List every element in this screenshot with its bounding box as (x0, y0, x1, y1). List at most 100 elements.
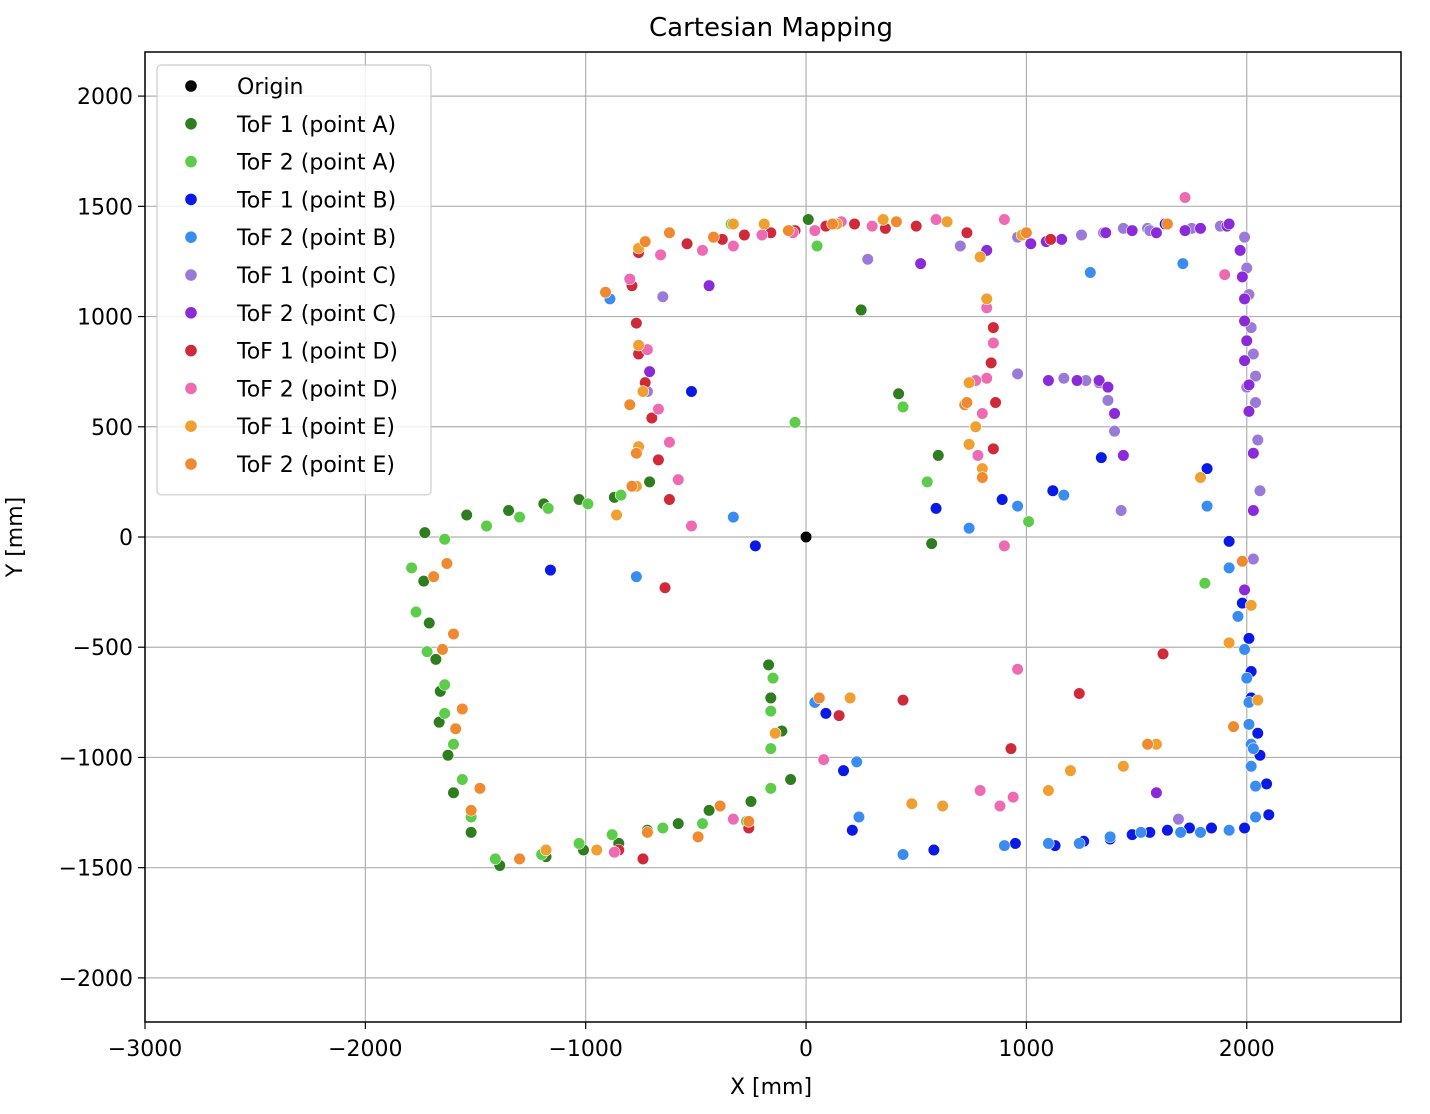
data-point (429, 653, 442, 666)
data-point (969, 420, 982, 433)
data-point (1161, 217, 1174, 231)
data-point (1075, 228, 1088, 242)
data-point (1004, 742, 1018, 755)
data-point (1042, 837, 1055, 850)
data-point (852, 810, 866, 824)
data-point (1099, 226, 1112, 239)
data-point (1007, 791, 1020, 804)
series-1 (417, 213, 945, 872)
data-point (974, 250, 987, 264)
data-point (877, 213, 890, 226)
data-point (438, 678, 451, 691)
data-point (940, 215, 954, 228)
data-point (513, 852, 526, 865)
data-point (440, 557, 453, 570)
data-point (639, 235, 652, 248)
data-point (685, 385, 698, 398)
data-point (1134, 826, 1148, 839)
data-point (656, 821, 669, 835)
data-point (630, 447, 643, 460)
x-tick-label: 2000 (1219, 1037, 1275, 1062)
y-tick-label: 0 (119, 526, 133, 551)
data-point (489, 852, 502, 865)
data-point (1115, 504, 1128, 517)
data-point (744, 795, 758, 808)
axis-ticks: −3000 −2000 −1000 0 1000 2000 −2000 −1500 −1000 −… (59, 85, 1275, 1062)
x-tick-label: 0 (799, 1037, 813, 1062)
data-point (976, 407, 989, 420)
data-point (848, 217, 861, 231)
data-point (1101, 380, 1115, 394)
data-point (465, 826, 478, 839)
data-point (764, 691, 777, 705)
data-point (1084, 266, 1097, 279)
data-point (1247, 447, 1260, 460)
data-point (1249, 396, 1262, 409)
series-0 (799, 530, 813, 544)
data-point (1073, 837, 1086, 850)
data-point (680, 237, 694, 250)
data-point (542, 502, 555, 515)
data-point (702, 804, 716, 817)
data-point (663, 226, 676, 239)
data-point (1055, 233, 1068, 246)
data-point (932, 449, 945, 462)
data-point (1234, 244, 1247, 257)
data-point (696, 817, 709, 830)
data-point (1194, 471, 1207, 484)
data-point (896, 848, 910, 861)
x-tick-label: −2000 (328, 1037, 402, 1062)
data-point (663, 493, 676, 506)
data-point (1247, 504, 1260, 517)
data-point (513, 511, 526, 524)
data-point (980, 292, 993, 306)
data-point (758, 217, 771, 231)
data-point (1240, 671, 1253, 685)
data-point (960, 396, 974, 409)
legend-marker (185, 420, 197, 433)
data-point (896, 694, 910, 707)
data-point (473, 782, 487, 795)
data-point (1238, 583, 1251, 597)
data-point (910, 220, 923, 233)
data-point (764, 705, 777, 718)
data-point (762, 658, 775, 671)
data-point (1156, 647, 1170, 660)
data-point (606, 828, 619, 841)
data-point (658, 581, 672, 594)
data-point (1223, 217, 1236, 231)
data-point (925, 537, 938, 550)
series-10 (427, 215, 1249, 865)
legend-marker (185, 193, 197, 206)
data-point (418, 526, 431, 539)
data-point (892, 387, 905, 400)
data-point (866, 220, 879, 233)
data-point (850, 755, 863, 768)
legend-marker (185, 231, 197, 243)
data-point (764, 742, 777, 755)
data-point (971, 449, 985, 462)
data-point (890, 215, 903, 228)
data-point (936, 799, 949, 813)
y-axis-label: Y [mm] (3, 497, 28, 578)
data-point (1070, 374, 1084, 387)
data-point (1236, 270, 1249, 283)
data-point (599, 286, 612, 299)
x-tick-label: −3000 (108, 1037, 182, 1062)
data-point (460, 508, 473, 522)
data-point (1104, 830, 1117, 843)
data-point (844, 691, 857, 705)
data-point (1093, 374, 1106, 387)
data-point (1178, 191, 1192, 204)
data-point (1245, 760, 1258, 773)
data-point (742, 815, 755, 828)
data-point (636, 385, 650, 398)
data-point (623, 398, 636, 411)
y-tick-label: 1500 (77, 195, 133, 220)
data-point (819, 707, 832, 720)
legend-marker (185, 269, 197, 281)
data-point (1011, 663, 1024, 676)
data-point (764, 782, 777, 795)
data-point (632, 339, 645, 352)
data-point (1238, 643, 1251, 656)
